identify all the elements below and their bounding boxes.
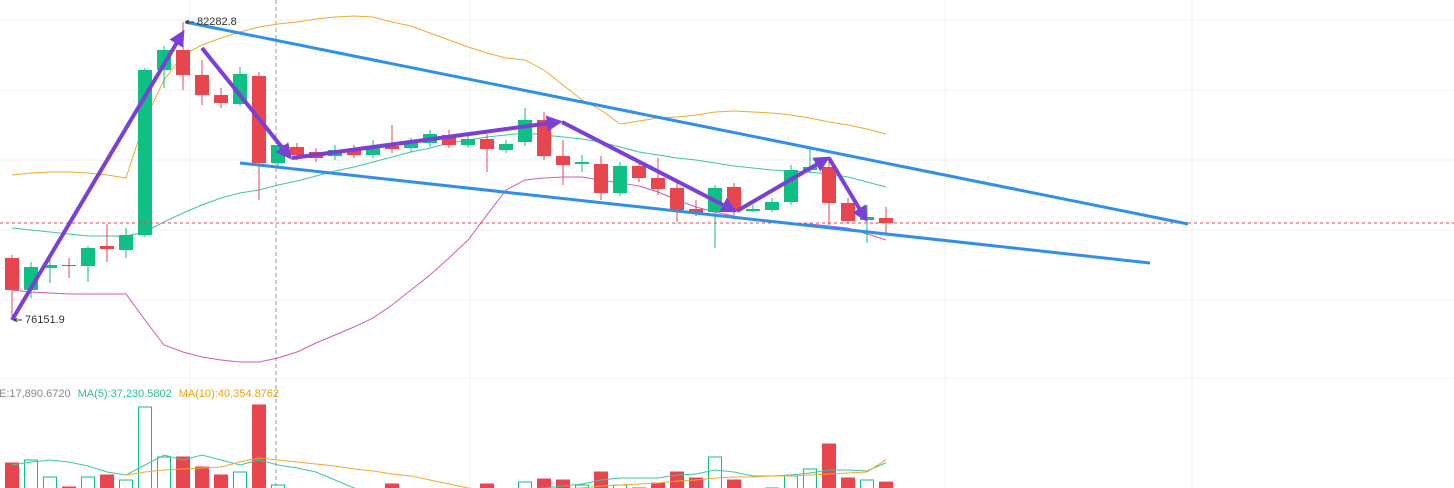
volume-bar — [176, 456, 190, 488]
candle-body — [442, 134, 456, 145]
wave-arrows — [10, 29, 868, 322]
candle-body — [366, 146, 380, 156]
trend-line — [184, 20, 1189, 226]
candle-body — [594, 163, 608, 194]
volume-legend: MA(5):37,230.5802 — [78, 388, 172, 400]
volume-bar — [708, 456, 722, 488]
candle-body — [632, 165, 646, 178]
candle-body — [670, 188, 684, 211]
candle-body — [81, 247, 95, 267]
candle-body — [651, 177, 665, 189]
candle-body — [765, 202, 779, 211]
high-label: 82282.8 — [197, 16, 237, 28]
candle-body — [347, 149, 361, 156]
drawings — [10, 20, 1189, 322]
volume-legend: E:17,890.6720 — [0, 388, 71, 400]
low-label: 76151.9 — [25, 314, 65, 326]
candle-body — [689, 209, 703, 213]
volume-bar — [271, 484, 285, 488]
candle-body — [575, 162, 589, 164]
volume-bar — [252, 404, 266, 488]
volume-bar — [518, 481, 532, 488]
candle-body — [214, 95, 228, 103]
volume-ma-line — [11, 454, 887, 488]
candle-body — [5, 257, 19, 290]
volume-bar — [119, 479, 133, 488]
low-marker — [13, 317, 22, 323]
volume-bar — [860, 479, 874, 488]
candle-body — [290, 146, 304, 156]
volume-bar — [480, 483, 494, 488]
candle-body — [556, 156, 570, 166]
volume-bar — [575, 484, 589, 488]
candle-body — [385, 146, 399, 150]
volume-bar — [784, 475, 798, 488]
volume-bar — [727, 479, 741, 488]
marks — [0, 15, 1454, 488]
volume-bar — [43, 476, 57, 488]
volume-ma-line — [125, 457, 887, 488]
volume-legend: MA(10):40,354.8762 — [179, 388, 279, 400]
volume-bar — [81, 476, 95, 488]
band-line — [11, 15, 887, 179]
candle-body — [138, 69, 152, 236]
candle-body — [879, 217, 893, 224]
volume-bar — [138, 406, 152, 488]
volume-bar — [157, 456, 171, 488]
candle-body — [43, 264, 57, 269]
volume-bar — [537, 478, 551, 488]
candle-body — [822, 167, 836, 204]
trend-line — [239, 161, 1151, 265]
candle-body — [841, 203, 855, 222]
volume-bar — [233, 471, 247, 488]
volume-bar — [841, 477, 855, 488]
candle-body — [480, 139, 494, 150]
volume-bar — [689, 477, 703, 488]
volume-bar — [5, 462, 19, 488]
volume-bar — [879, 481, 893, 488]
volume-bar — [651, 482, 665, 488]
candle-body — [613, 165, 627, 194]
volume-bar — [100, 474, 114, 488]
volume-bar — [556, 479, 570, 488]
candle-body — [499, 144, 513, 150]
candle-body — [860, 217, 874, 220]
candle-body — [62, 264, 76, 267]
candle-body — [176, 50, 190, 75]
volume-bar — [24, 459, 38, 488]
volume-bar — [214, 474, 228, 488]
volume-bar — [195, 466, 209, 488]
candle-body — [404, 142, 418, 149]
candle-body — [746, 209, 760, 211]
volume-bar — [385, 483, 399, 488]
candle-body — [461, 139, 475, 145]
candle-body — [518, 120, 532, 143]
candle-body — [195, 74, 209, 96]
high-marker — [185, 19, 194, 25]
candle-body — [119, 235, 133, 251]
labels: 82282.8 76151.9 — [13, 16, 237, 326]
candle-body — [100, 245, 114, 250]
volume-bar — [822, 443, 836, 488]
